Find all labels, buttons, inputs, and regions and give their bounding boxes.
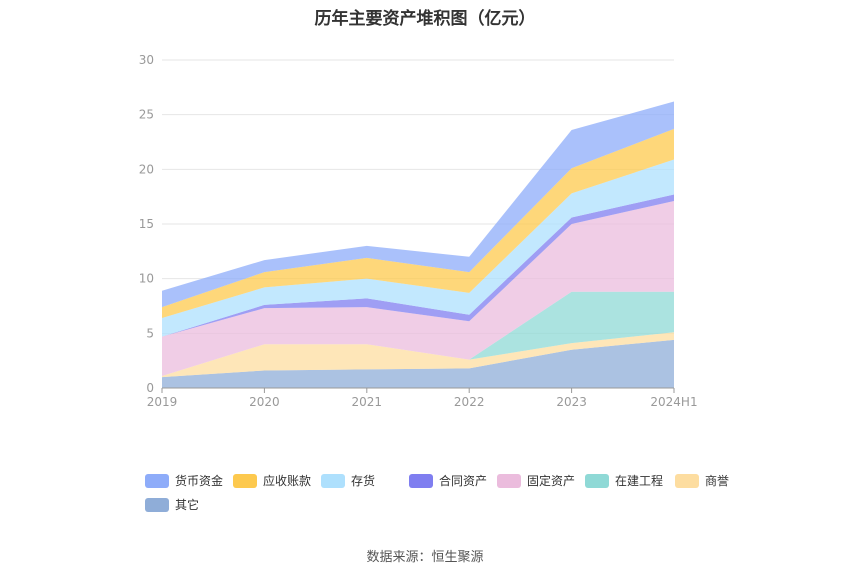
legend-item[interactable]: 存货: [321, 472, 375, 489]
area-在建工程: [162, 291, 674, 376]
legend-label: 在建工程: [615, 474, 664, 488]
x-tick-label: 2022: [454, 395, 485, 409]
area-合同资产: [162, 194, 674, 337]
axes: 0 5 10 15 20 25 30 2019 2020 2021 2022 2023 2024H1: [139, 53, 698, 409]
legend-item[interactable]: 固定资产: [497, 472, 575, 489]
legend-item[interactable]: 应收账款: [233, 472, 311, 489]
y-tick-label: 30: [139, 53, 154, 67]
legend-label: 存货: [351, 474, 376, 488]
legend-swatch: [321, 473, 345, 488]
x-tick-label: 2024H1: [650, 395, 697, 409]
x-tick-label: 2020: [249, 395, 280, 409]
legend-swatch: [675, 473, 699, 488]
x-tick-label: 2021: [352, 395, 383, 409]
y-tick-label: 0: [146, 381, 154, 395]
area-series: [162, 101, 674, 388]
legend-label: 其它: [175, 498, 200, 512]
legend-label: 货币资金: [175, 474, 224, 488]
y-tick-label: 10: [139, 272, 154, 286]
legend-label: 商誉: [705, 474, 730, 488]
stacked-area-chart: 0 5 10 15 20 25 30 2019 2020 2021 2022 2023 2024H1: [139, 53, 698, 409]
y-tick-label: 15: [139, 217, 154, 231]
y-tick-label: 5: [146, 326, 154, 340]
x-tick-label: 2019: [147, 395, 178, 409]
legend-swatch: [145, 497, 169, 512]
area-固定资产: [162, 201, 674, 376]
legend-swatch: [233, 473, 257, 488]
legend-label: 固定资产: [527, 474, 576, 488]
legend-item[interactable]: 在建工程: [585, 472, 663, 489]
legend-item[interactable]: 其它: [145, 496, 199, 513]
area-存货: [162, 159, 674, 337]
area-商誉: [162, 332, 674, 378]
data-source-note: 数据来源：恒生聚源: [366, 550, 484, 565]
legend-label: 应收账款: [263, 474, 312, 488]
area-应收账款: [162, 128, 674, 319]
legend-swatch: [409, 473, 433, 488]
legend-item[interactable]: 合同资产: [409, 472, 487, 489]
area-货币资金: [162, 101, 674, 308]
y-tick-label: 20: [139, 162, 154, 176]
area-其它: [162, 339, 674, 388]
x-tick-label: 2023: [556, 395, 587, 409]
y-tick-label: 25: [139, 108, 154, 122]
legend-swatch: [585, 473, 609, 488]
legend-label: 合同资产: [439, 474, 488, 488]
chart-title: 历年主要资产堆积图（亿元）: [314, 9, 536, 29]
legend-swatch: [497, 473, 521, 488]
legend-swatch: [145, 473, 169, 488]
legend-item[interactable]: 货币资金: [145, 472, 223, 489]
legend-item[interactable]: 商誉: [675, 472, 729, 489]
